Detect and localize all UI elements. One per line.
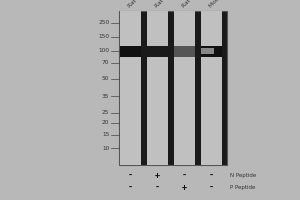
Text: +: +: [155, 170, 160, 180]
Text: +: +: [182, 182, 187, 192]
Text: Rat brain: Rat brain: [181, 0, 203, 9]
Text: -: -: [128, 182, 133, 192]
Text: 10: 10: [102, 146, 110, 150]
Bar: [147, 11, 168, 165]
Bar: [174, 46, 195, 56]
Text: 25: 25: [102, 110, 110, 115]
Bar: [147, 46, 168, 56]
Text: 15: 15: [102, 132, 110, 138]
Text: -: -: [182, 170, 187, 180]
Text: N Peptide: N Peptide: [230, 172, 256, 178]
Bar: [120, 46, 141, 56]
Text: Rat brain: Rat brain: [127, 0, 149, 9]
Bar: [201, 11, 222, 165]
Text: P Peptide: P Peptide: [230, 184, 255, 190]
Text: Mouse liver: Mouse liver: [208, 0, 236, 9]
Bar: [201, 48, 214, 54]
Bar: [201, 46, 222, 56]
Bar: [118, 11, 226, 165]
Text: 150: 150: [98, 34, 110, 40]
Text: 70: 70: [102, 60, 110, 66]
Text: -: -: [209, 182, 214, 192]
Text: Rat brain: Rat brain: [154, 0, 176, 9]
Text: -: -: [155, 182, 160, 192]
Bar: [174, 11, 195, 165]
Text: 100: 100: [98, 48, 110, 53]
Text: 20: 20: [102, 120, 110, 126]
Text: 50: 50: [102, 76, 110, 82]
Text: -: -: [128, 170, 133, 180]
Text: 250: 250: [98, 21, 110, 25]
Bar: [120, 11, 141, 165]
Text: -: -: [209, 170, 214, 180]
Text: 35: 35: [102, 94, 110, 98]
